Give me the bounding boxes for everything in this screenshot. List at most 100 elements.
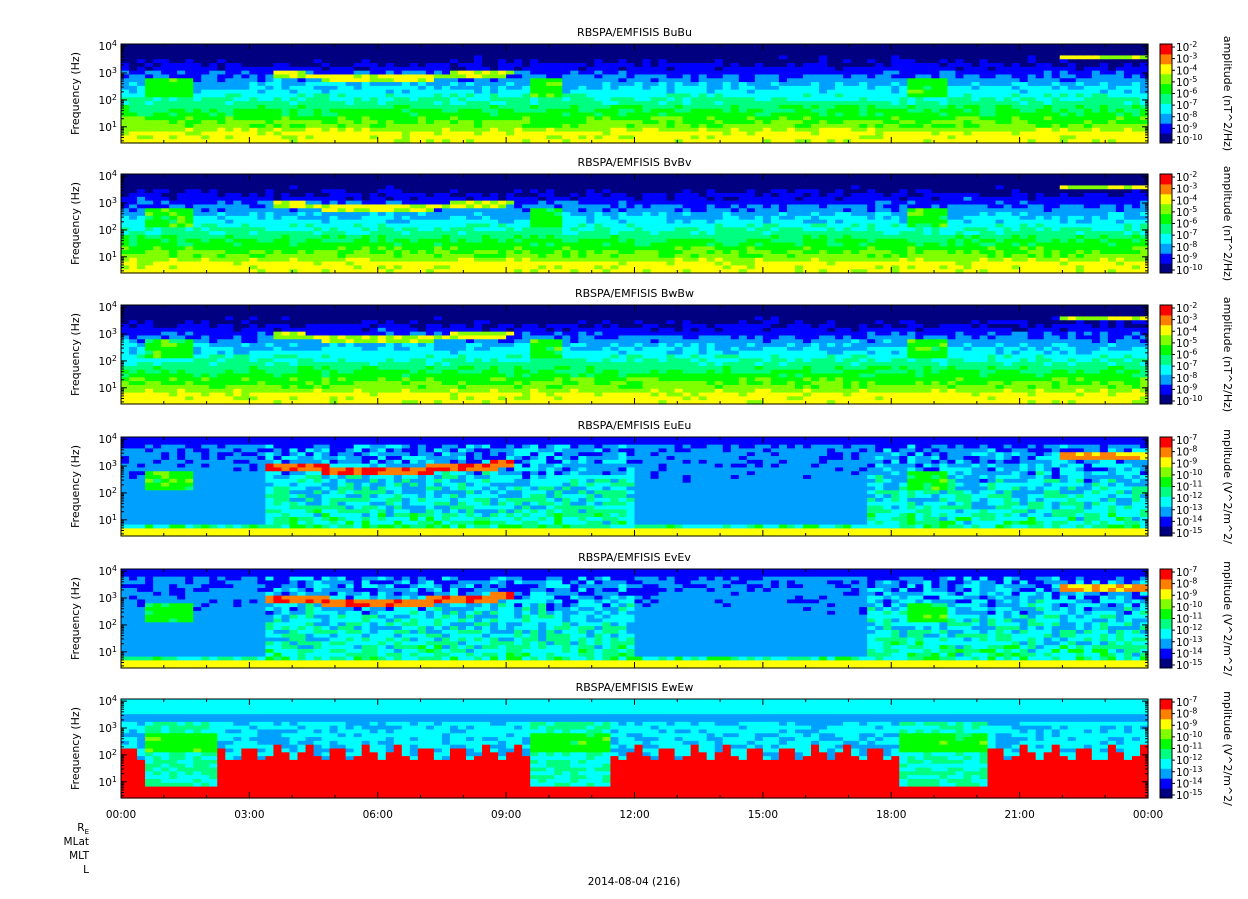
spectrogram-cell — [963, 109, 972, 113]
spectrogram-cell — [506, 231, 515, 235]
spectrogram-cell — [538, 74, 547, 78]
spectrogram-cell — [691, 124, 700, 128]
spectrogram-cell — [241, 59, 250, 63]
spectrogram-cell — [899, 48, 908, 52]
spectrogram-cell — [273, 52, 282, 56]
spectrogram-cell — [289, 124, 298, 128]
spectrogram-cell — [209, 220, 218, 224]
spectrogram-cell — [739, 78, 748, 82]
spectrogram-cell — [201, 250, 210, 254]
spectrogram-cell — [562, 67, 571, 71]
spectrogram-cell — [506, 120, 515, 124]
spectrogram-cell — [771, 97, 780, 101]
spectrogram-cell — [715, 120, 724, 124]
spectrogram-cell — [298, 189, 307, 193]
spectrogram-cell — [177, 105, 186, 109]
spectrogram-cell — [618, 94, 627, 98]
spectrogram-cell — [169, 116, 178, 120]
spectrogram-cell — [931, 105, 940, 109]
spectrogram-cell — [322, 67, 331, 71]
spectrogram-cell — [1108, 78, 1117, 82]
spectrogram-cell — [996, 55, 1005, 59]
spectrogram-cell — [1092, 67, 1101, 71]
spectrogram-cell — [129, 86, 138, 90]
spectrogram-cell — [546, 258, 555, 262]
spectrogram-cell — [691, 52, 700, 56]
spectrogram-cell — [554, 239, 563, 243]
spectrogram-cell — [988, 82, 997, 86]
spectrogram-cell — [635, 48, 644, 52]
spectrogram-cell — [306, 246, 315, 250]
spectrogram-cell — [506, 174, 515, 178]
spectrogram-cell — [490, 59, 499, 63]
spectrogram-cell — [153, 254, 162, 258]
spectrogram-cell — [121, 113, 130, 117]
spectrogram-cell — [426, 116, 435, 120]
spectrogram-cell — [209, 82, 218, 86]
spectrogram-cell — [458, 59, 467, 63]
spectrogram-cells — [121, 174, 1149, 274]
spectrogram-cell — [787, 105, 796, 109]
spectrogram-cell — [578, 116, 587, 120]
spectrogram-cell — [249, 243, 258, 247]
spectrogram-cell — [699, 116, 708, 120]
spectrogram-cell — [201, 101, 210, 105]
spectrogram-cell — [306, 216, 315, 220]
spectrogram-cell — [346, 265, 355, 269]
spectrogram-cell — [442, 182, 451, 186]
spectrogram-cell — [963, 59, 972, 63]
spectrogram-cell — [899, 135, 908, 139]
spectrogram-cell — [338, 128, 347, 132]
spectrogram-cell — [891, 90, 900, 94]
spectrogram-cell — [859, 101, 868, 105]
spectrogram-cell — [811, 67, 820, 71]
spectrogram-cell — [129, 59, 138, 63]
spectrogram-cell — [273, 189, 282, 193]
spectrogram-cell — [225, 52, 234, 56]
spectrogram-cell — [1036, 78, 1045, 82]
spectrogram-cell — [314, 105, 323, 109]
spectrogram-cell — [675, 94, 684, 98]
spectrogram-cell — [458, 71, 467, 75]
spectrogram-cell — [1044, 67, 1053, 71]
spectrogram-cell — [386, 189, 395, 193]
spectrogram-cell — [699, 52, 708, 56]
spectrogram-cell — [177, 132, 186, 136]
spectrogram-cell — [490, 201, 499, 205]
spectrogram-cell — [1004, 74, 1013, 78]
spectrogram-cell — [281, 224, 290, 228]
spectrogram-cell — [739, 94, 748, 98]
spectrogram-cell — [667, 67, 676, 71]
spectrogram-cell — [201, 174, 210, 178]
spectrogram-cell — [386, 48, 395, 52]
spectrogram-cell — [723, 101, 732, 105]
spectrogram-cell — [442, 231, 451, 235]
spectrogram-cell — [426, 216, 435, 220]
spectrogram-cell — [298, 109, 307, 113]
spectrogram-cell — [209, 55, 218, 59]
spectrogram-cell — [763, 63, 772, 67]
spectrogram-cell — [273, 132, 282, 136]
spectrogram-cell — [947, 78, 956, 82]
spectrogram-cell — [281, 201, 290, 205]
spectrogram-cell — [755, 124, 764, 128]
spectrogram-cell — [185, 48, 194, 52]
spectrogram-cell — [482, 227, 491, 231]
spectrogram-cell — [811, 90, 820, 94]
spectrogram-cell — [963, 74, 972, 78]
spectrogram-cell — [554, 235, 563, 239]
spectrogram-cell — [217, 124, 226, 128]
spectrogram-cell — [554, 128, 563, 132]
spectrogram-cell — [827, 59, 836, 63]
spectrogram-cell — [338, 265, 347, 269]
spectrogram-cell — [298, 197, 307, 201]
spectrogram-cell — [883, 97, 892, 101]
spectrogram-cell — [241, 116, 250, 120]
spectrogram-cell — [338, 124, 347, 128]
spectrogram-cell — [193, 101, 202, 105]
spectrogram-cell — [795, 97, 804, 101]
spectrogram-cell — [578, 216, 587, 220]
spectrogram-cell — [418, 67, 427, 71]
spectrogram-cell — [322, 193, 331, 197]
spectrogram-cell — [522, 67, 531, 71]
